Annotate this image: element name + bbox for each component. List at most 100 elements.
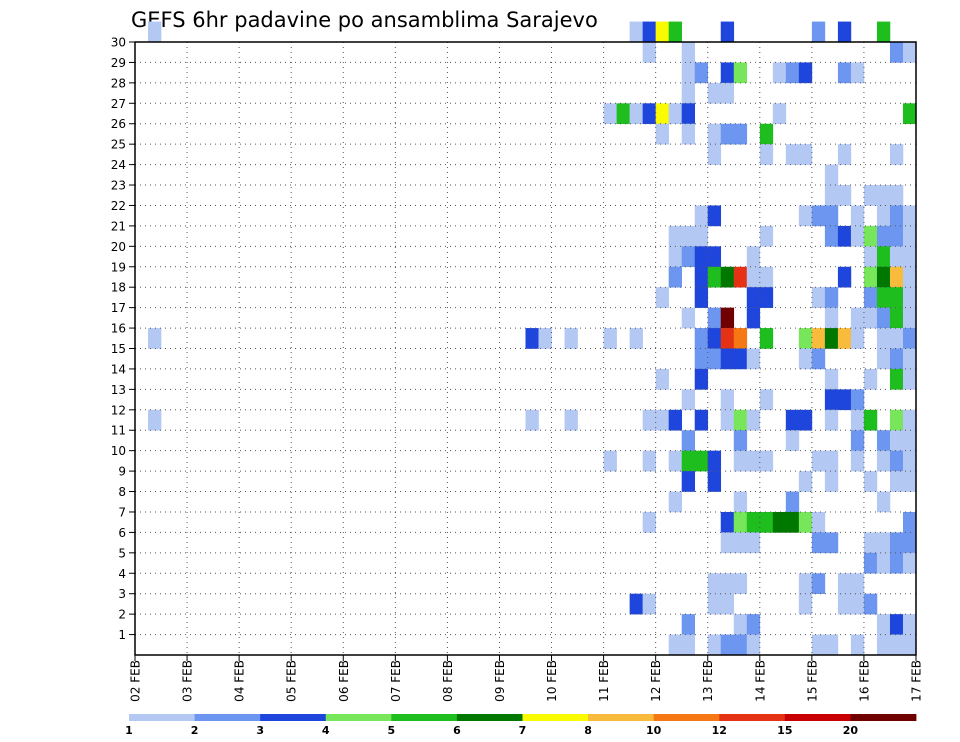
heat-cell [902, 287, 917, 308]
heat-cell [876, 205, 891, 227]
y-tick-label: 12 [111, 403, 126, 417]
chart-title: GEFS 6hr padavine po ansamblima Sarajevo [131, 8, 598, 32]
x-tick-label: 09 FEB [493, 660, 507, 702]
heat-cell [681, 82, 696, 104]
heat-cell [889, 614, 904, 635]
heat-cell [850, 389, 865, 411]
heat-cell [863, 532, 878, 554]
y-tick-label: 5 [118, 546, 126, 560]
heat-cell [889, 532, 904, 554]
x-tick-label: 07 FEB [389, 660, 403, 702]
heat-cell [681, 62, 696, 84]
heat-cell [876, 552, 891, 574]
heat-cell [759, 450, 774, 472]
heat-cell [850, 593, 865, 615]
heat-cell [733, 409, 748, 431]
heat-cell [694, 266, 709, 288]
x-tick-label: 11 FEB [597, 660, 611, 702]
x-tick-label: 02 FEB [129, 660, 143, 702]
heat-cell [824, 532, 839, 554]
heat-cell [889, 409, 904, 431]
heat-cell [733, 328, 748, 349]
heat-cell [876, 430, 891, 451]
heat-cell [902, 552, 917, 574]
heat-cell [902, 614, 917, 635]
heat-cell [759, 123, 774, 145]
heat-cell [824, 205, 839, 227]
heat-cell [863, 409, 878, 431]
legend-swatch [522, 714, 589, 721]
heat-cell [889, 328, 904, 349]
heat-cell [642, 409, 656, 431]
heat-cell [798, 62, 813, 84]
heat-cell [837, 328, 852, 349]
heat-cell [863, 266, 878, 288]
heat-cell [889, 42, 904, 63]
heat-cell [746, 348, 761, 370]
x-tick-label: 15 FEB [805, 660, 819, 702]
heat-cell [798, 205, 813, 227]
heat-cell [694, 450, 709, 472]
y-tick-label: 20 [111, 240, 126, 254]
heat-cell [759, 389, 774, 411]
heat-cell [668, 450, 682, 472]
legend-swatch [588, 714, 655, 721]
heat-cell [863, 225, 878, 247]
legend-label: 7 [519, 724, 527, 737]
heat-cell [837, 225, 852, 247]
heat-cell [681, 471, 696, 492]
y-tick-label: 23 [111, 179, 126, 193]
legend-swatch [260, 714, 327, 721]
legend-swatch [325, 714, 392, 721]
legend-label: 5 [388, 724, 396, 737]
heat-cell [902, 246, 917, 268]
heat-cell [603, 328, 617, 349]
heat-cell [889, 552, 904, 574]
heat-cell [889, 144, 904, 165]
heat-cell [876, 21, 891, 43]
heat-cell [889, 450, 904, 472]
heat-cell [720, 307, 735, 329]
heat-cell [811, 573, 826, 594]
heat-cell [889, 307, 904, 329]
heat-cell [863, 552, 878, 574]
heat-cell [798, 348, 813, 370]
heat-cell [720, 21, 735, 43]
heat-cell [681, 430, 696, 451]
heat-cell [902, 266, 917, 288]
heat-cell [707, 634, 722, 656]
x-tick-label: 16 FEB [857, 660, 871, 702]
heat-cell [720, 389, 735, 411]
legend-swatch [784, 714, 851, 721]
legend-label: 10 [646, 724, 662, 737]
heat-cell [863, 246, 878, 268]
legend-label: 4 [322, 724, 330, 737]
grid-lines [135, 42, 916, 655]
heat-cell [720, 82, 735, 104]
heat-cell [850, 328, 865, 349]
heat-cell [746, 511, 761, 533]
heat-cell [629, 593, 643, 615]
heat-cell [876, 287, 891, 308]
heat-cell [863, 471, 878, 492]
heat-cell [642, 103, 656, 125]
heat-cell [707, 348, 722, 370]
heat-cell [902, 511, 917, 533]
heat-cell [759, 328, 774, 349]
heat-cell [681, 103, 696, 125]
heat-cell [642, 450, 656, 472]
heat-cell [746, 409, 761, 431]
heat-cell [850, 573, 865, 594]
heat-cell [798, 409, 813, 431]
heat-cell [733, 614, 748, 635]
heat-cell [668, 266, 682, 288]
heat-cell [720, 634, 735, 656]
legend-label: 1 [125, 724, 133, 737]
heat-cell [902, 328, 917, 349]
heat-cell [668, 634, 682, 656]
y-tick-label: 24 [111, 158, 126, 172]
legend-label: 3 [256, 724, 264, 737]
x-tick-label: 14 FEB [753, 660, 767, 702]
y-tick-label: 29 [111, 56, 126, 70]
legend-label: 20 [843, 724, 859, 737]
